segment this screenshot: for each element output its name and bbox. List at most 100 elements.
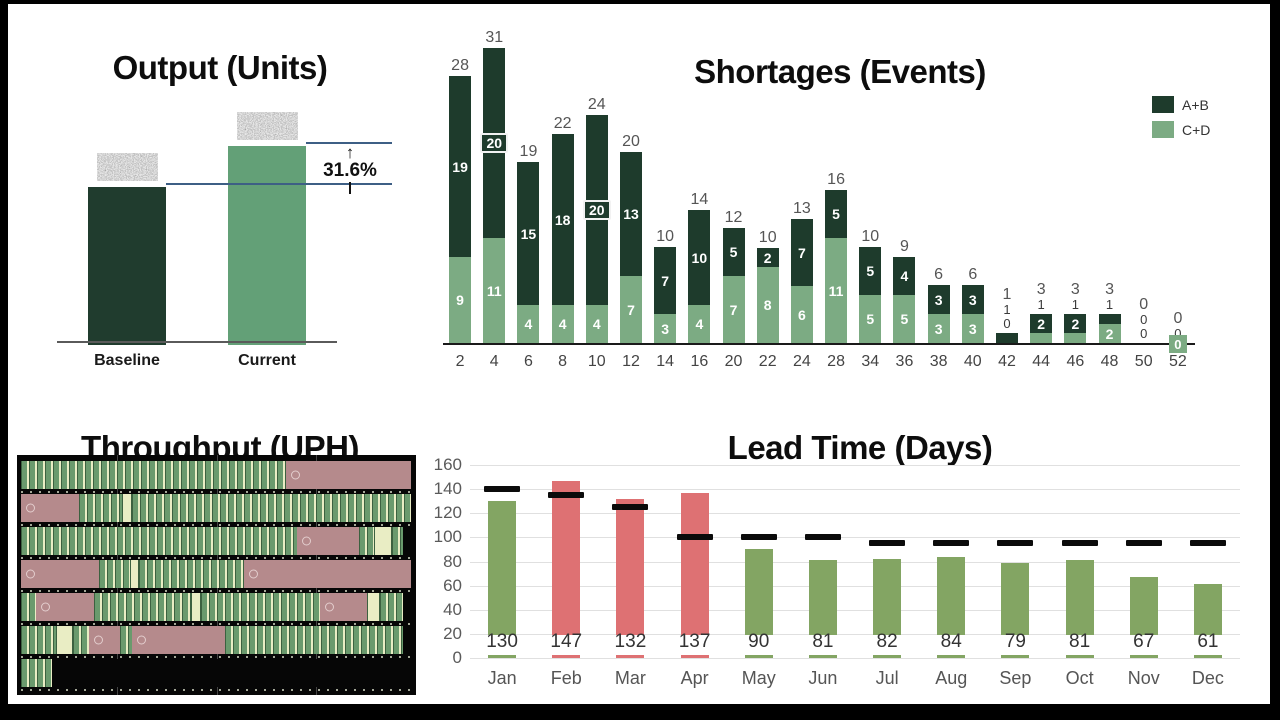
downtime-segment [131,626,225,654]
segment-cd-label: 4 [524,316,533,332]
shortages-slot: 2 3 1 44 [1024,25,1058,370]
run-segment [119,626,132,654]
value-label: 137 [678,631,711,652]
machine-row [21,560,411,592]
x-axis-label: 4 [489,353,499,370]
leadtime-bar-stub [488,655,517,658]
month-label: Feb [550,668,582,688]
month-label: Sep [999,668,1032,688]
total-label: 10 [758,229,777,246]
delta-annotation: ↑ 31.6% [318,144,382,194]
segment-cd [1064,333,1087,343]
segment-cd: 2 [1098,324,1121,343]
month-slot: 79 Sep [983,465,1047,688]
leadtime-chart: 160 140 120 100 80 60 40 20 0 130 Jan 147 Feb 132 Mar 1… [434,455,1240,688]
downtime-marker-icon [26,569,35,579]
total-label: 9 [899,238,909,255]
baseline-ref-line [166,183,392,185]
segment-cd: 4 [688,305,711,343]
y-gridline [470,537,1240,539]
month-label: Jan [487,668,517,688]
month-slot: 90 May [727,465,791,688]
output-x-axis [57,341,337,343]
target-marker [1189,540,1226,547]
x-axis-label: 12 [622,353,640,370]
shortages-x-axis [443,343,1195,345]
y-gridline [470,609,1240,611]
downtime-marker-icon [301,536,311,546]
month-slot: 81 Jun [791,465,855,688]
segment-ab-label: 7 [797,244,806,261]
target-marker [804,534,841,541]
segment-cd-label: 9 [456,292,464,308]
value-label: 82 [876,631,898,652]
shortages-slot: 5 7 12 20 [716,25,750,370]
month-label: Oct [1065,668,1094,688]
legend-swatch-cd [1152,121,1174,138]
y-axis-label: 60 [443,575,462,595]
y-axis-label: 120 [433,503,462,523]
segment-cd: 3 [961,314,984,343]
segment-cd: 3 [927,314,950,343]
segment-ab-label: 19 [452,158,468,175]
segment-cd: 9 [449,257,472,343]
empty-segment [52,659,411,687]
shortages-slot: 7 6 13 24 [785,25,819,370]
segment-ab: 4 [893,257,916,295]
total-label: 19 [519,143,538,160]
run-segment [79,494,122,522]
output-category-current: Current [238,352,296,369]
x-axis-label: 46 [1066,353,1085,370]
leadtime-bar [744,549,773,635]
segment-ab-label: 2 [763,249,772,266]
shortages-legend: A+B C+D [1152,96,1210,138]
bar-labels: 12 [725,209,743,226]
segment-ab-label: 20 [583,200,611,220]
stacked-bar: 2 [1064,314,1087,343]
leadtime-bar-stub [1065,655,1094,658]
target-marker [740,534,777,541]
x-axis-label: 48 [1100,353,1119,370]
segment-ab: 13 [619,152,642,276]
machine-row [21,659,411,691]
segment-cd: 8 [756,267,779,343]
throughput-chart [17,455,416,695]
leadtime-bar [873,559,902,635]
segment-cd: 3 [654,314,677,343]
shortages-slot: 10 4 14 16 [682,25,716,370]
run-segment [21,593,37,621]
month-slot: 130 Jan [470,465,534,688]
segment-cd-label: 5 [866,311,875,327]
shortages-chart: 19 9 28 2 20 11 31 4 15 4 19 6 18 4 22 8 20 4 24 10 13 7 20 12 7… [443,25,1195,370]
x-axis-label: 44 [1032,353,1051,370]
month-slot: 147 Feb [534,465,598,688]
month-slot: 61 Dec [1176,465,1240,688]
segment-cd-label: 3 [661,320,670,337]
leadtime-bar [1193,584,1222,635]
empty-segment [403,626,411,654]
segment-cd-label: 1 [1037,297,1045,312]
segment-ab: 3 [961,285,984,314]
value-label: 132 [614,631,647,652]
x-axis-label: 2 [455,353,465,370]
segment-ab-label: 20 [480,133,509,153]
machine-row [21,626,411,658]
stacked-bar: 19 9 [449,76,472,343]
leadtime-bar-stub [616,655,645,658]
machine-row [21,527,411,559]
target-marker [997,540,1034,547]
y-gridline [470,633,1240,635]
segment-ab-label: 18 [554,211,571,228]
segment-ab: 7 [790,219,813,286]
run-segment [358,527,375,555]
target-marker [933,540,970,547]
segment-cd-zero-box: 0 [1168,335,1187,353]
segment-cd-label: 8 [763,297,772,313]
segment-cd-label: 6 [797,306,806,323]
stacked-bar: 20 11 [480,48,509,343]
current-ref-line [306,142,392,144]
